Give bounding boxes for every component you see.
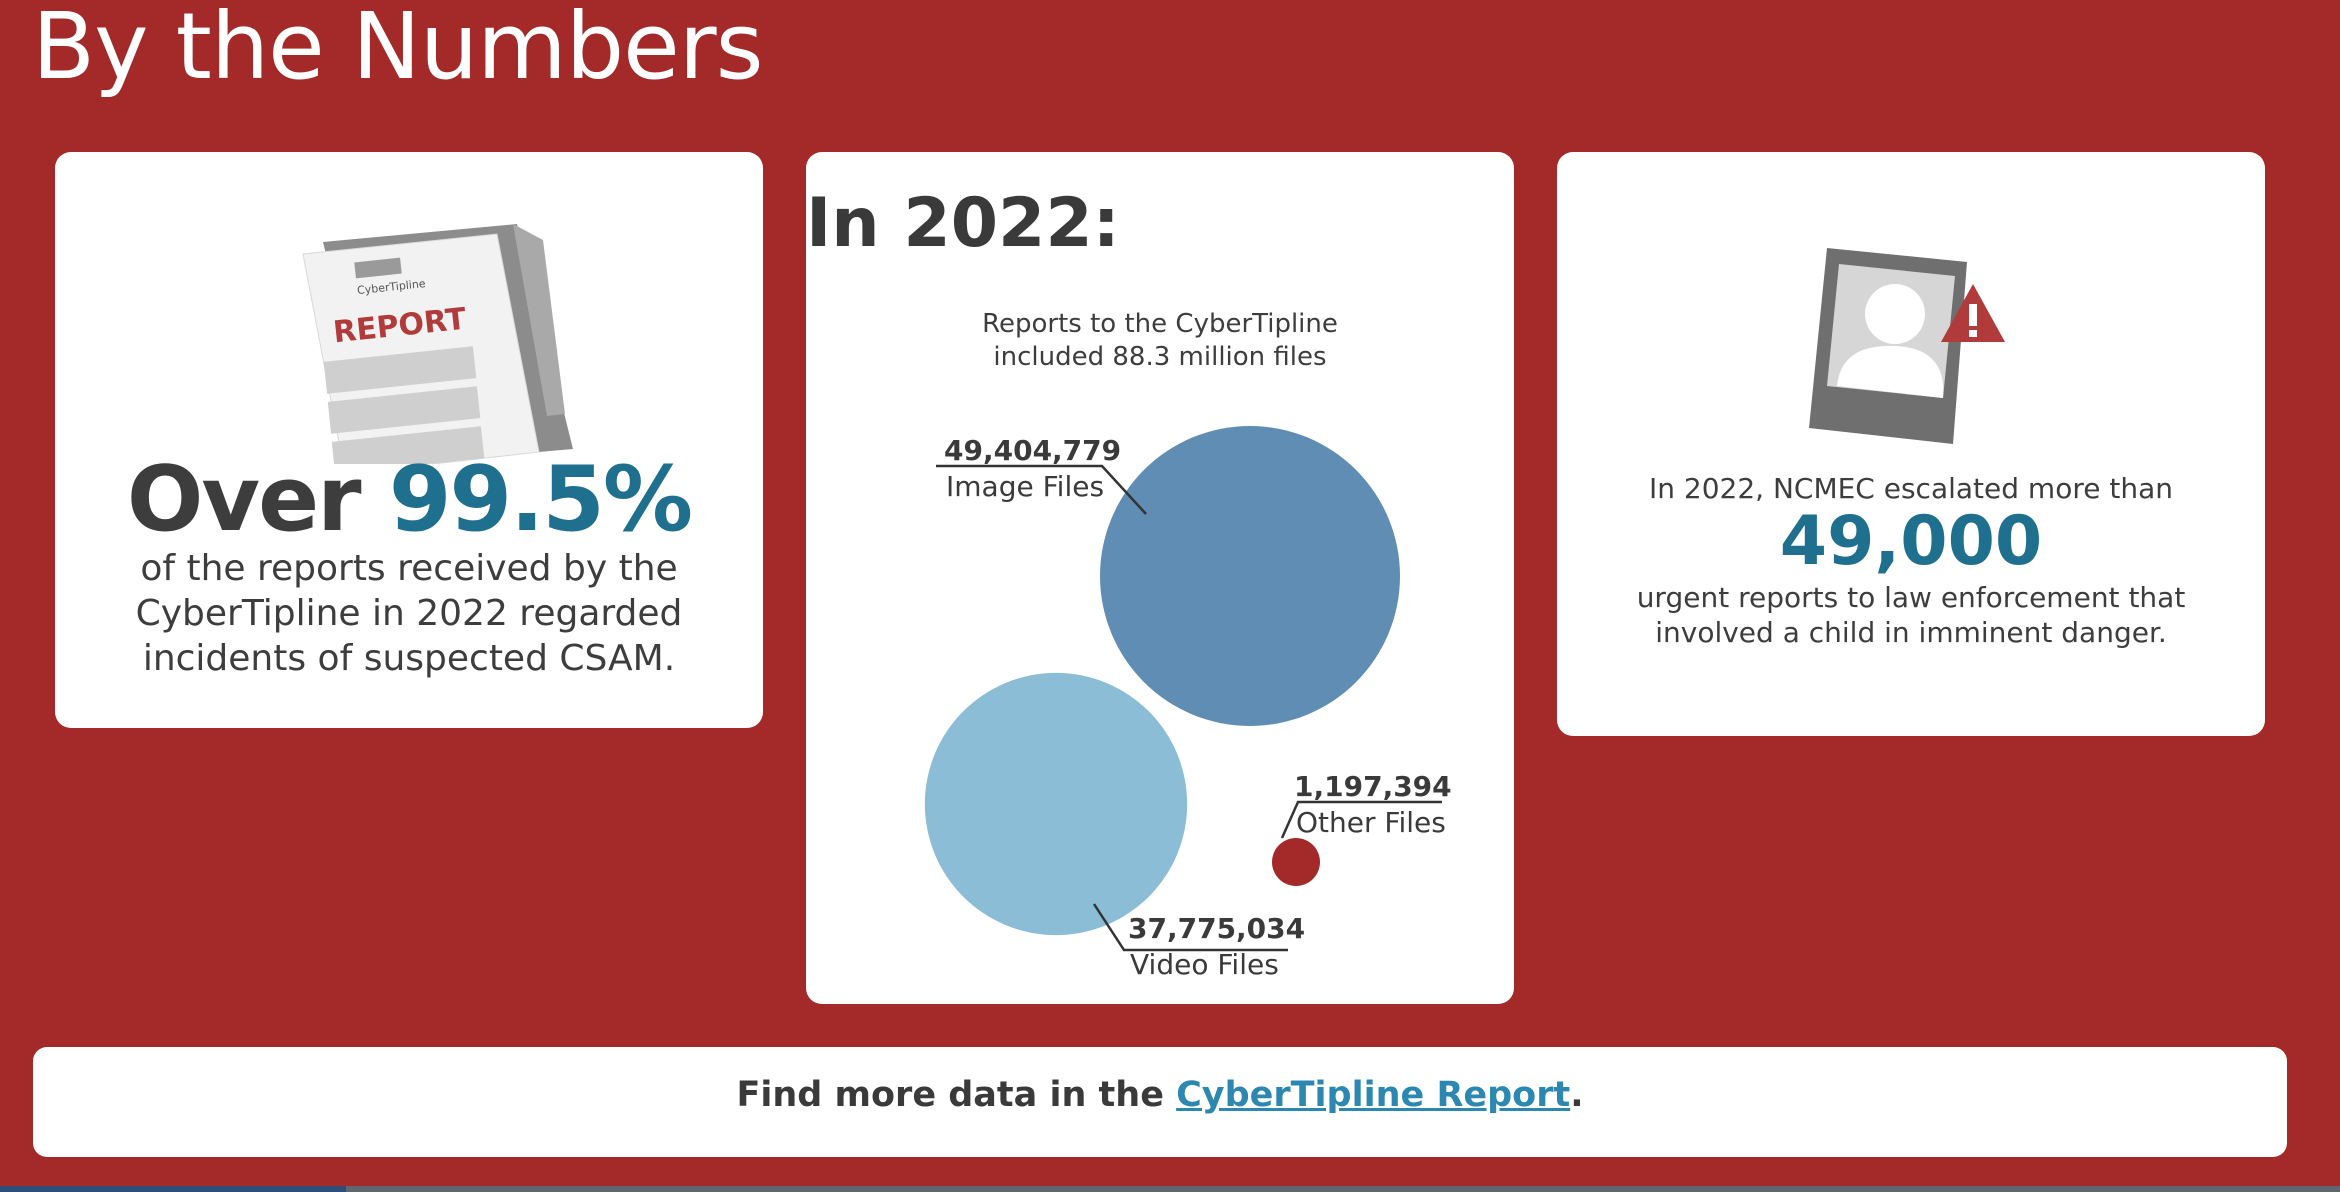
- urgent-reports-lead: In 2022, NCMEC escalated more than: [1648, 472, 2173, 505]
- bubble-other-files: [1272, 838, 1320, 886]
- leader-line-other-files: [1280, 800, 1442, 839]
- banner-suffix: .: [1570, 1075, 1584, 1115]
- headline-prefix: Over: [126, 447, 362, 552]
- bubble-video-files: [924, 672, 1188, 936]
- leader-line-image-files: [936, 464, 1147, 515]
- report-document-icon: CyberTipline REPORT: [302, 224, 573, 464]
- more-data-banner: Find more data in the CyberTipline Repor…: [33, 1047, 2287, 1157]
- series-label-other-files: Other Files: [1296, 806, 1446, 839]
- cybertipline-report-link[interactable]: CyberTipline Report: [1176, 1075, 1571, 1115]
- value-label-video-files: 37,775,034: [1128, 912, 1305, 945]
- bubble-image-files: [1100, 426, 1400, 726]
- csam-description: of the reports received by the CyberTipl…: [135, 548, 683, 679]
- leader-line-video-files: [1092, 903, 1288, 952]
- chart-caption: Reports to the CyberTipline included 88.…: [806, 308, 1514, 374]
- series-label-image-files: Image Files: [946, 470, 1104, 503]
- files-chart-card: In 2022: Reports to the CyberTipline inc…: [806, 152, 1514, 1004]
- value-label-image-files: 49,404,779: [944, 434, 1121, 467]
- csam-percentage-headline: Over 99.5%: [55, 450, 763, 550]
- urgent-reports-number: 49,000: [1779, 502, 2043, 581]
- page-title: By the Numbers: [32, 0, 764, 100]
- urgent-reports-card: In 2022, NCMEC escalated more than 49,00…: [1557, 152, 2265, 736]
- bottom-scroll-strip: [0, 1186, 2340, 1192]
- banner-prefix: Find more data in the: [736, 1075, 1177, 1115]
- headline-value: 99.5%: [388, 447, 693, 552]
- missing-child-warning-icon: [1809, 248, 2005, 444]
- urgent-reports-description: urgent reports to law enforcement that i…: [1636, 581, 2186, 649]
- csam-stat-card: CyberTipline REPORT Over 99.5% of the re…: [55, 152, 763, 728]
- year-heading: In 2022:: [806, 184, 1120, 263]
- chart-caption-line2: included 88.3 million files: [993, 342, 1327, 372]
- series-label-video-files: Video Files: [1130, 948, 1279, 981]
- chart-caption-line1: Reports to the CyberTipline: [982, 309, 1338, 339]
- banner-text: Find more data in the CyberTipline Repor…: [33, 1075, 2287, 1115]
- value-label-other-files: 1,197,394: [1294, 770, 1452, 803]
